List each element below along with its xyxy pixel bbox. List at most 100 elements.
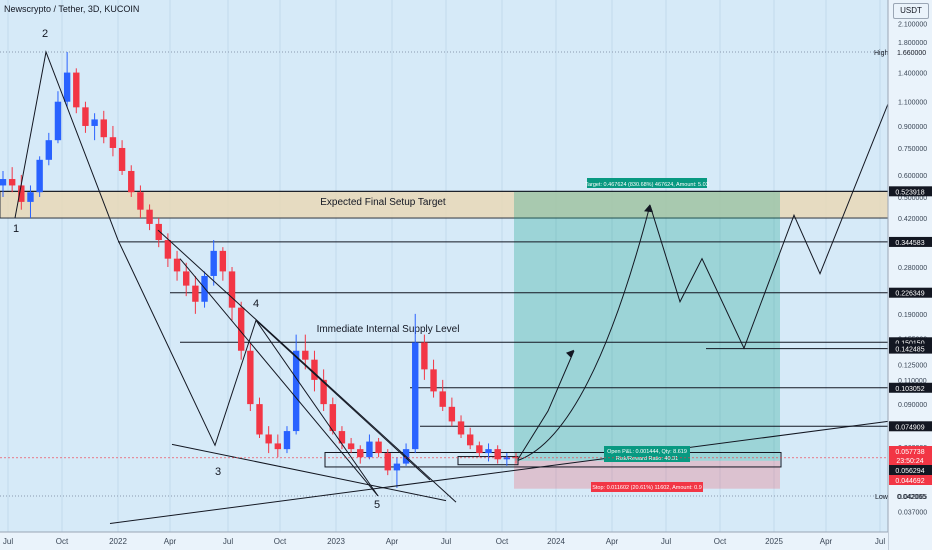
candle-body [128,170,135,193]
target-badge [587,178,707,188]
candle-body [338,431,346,444]
supply-label: Immediate Internal Supply Level [317,324,460,335]
candle-body [146,209,153,224]
candle-body [256,404,263,435]
candle-body [118,147,126,171]
level-tag-text-5: 0.103052 [895,386,924,393]
candle-body [320,379,327,405]
candle-body [421,342,428,370]
price-tag-text-0: 0.057738 [895,449,924,456]
candle-body [155,223,162,241]
time-tick-2: 2022 [109,537,127,546]
final-target-label: Expected Final Setup Target [320,197,446,208]
range-box [324,451,782,468]
symbol-title: Newscrypto / Tether, 3D, KUCOIN [4,4,140,14]
level-tag-text-4: 0.142485 [895,347,924,354]
time-tick-8: Jul [441,537,451,546]
candle-body [494,449,501,460]
candle-body [63,72,71,102]
time-tick-16: Jul [875,537,885,546]
candle-body [375,441,382,454]
candle-body [183,271,190,286]
candle-body [91,119,98,126]
price-tag-1 [889,455,932,465]
inner-range-box [457,456,519,466]
wave-5-trend-line [179,258,379,497]
level-tag-text-6: 0.074909 [895,424,924,431]
level-tag-text-0: 0.523918 [895,189,924,196]
candle-body [109,137,117,148]
stop-badge-text: Stop: 0.011602 (20.61%) 11602, Amount: 0… [592,485,702,491]
candle-body [457,421,465,435]
time-tick-15: Apr [820,537,833,546]
price-tick-15: 0.110000 [898,378,927,385]
candle-body [247,350,254,405]
price-tick-14: 0.125000 [898,362,927,369]
candle-body [466,434,474,446]
candle-body [173,258,181,272]
wave-label-2: 2 [42,28,48,40]
candle-body [430,369,437,392]
candle-body [164,240,172,259]
price-tick-5: 0.750000 [898,146,927,153]
candle-body [476,445,483,454]
candle-body [237,307,245,351]
projection-path [649,103,888,350]
time-tick-3: Apr [164,537,177,546]
price-tick-10: 0.280000 [898,265,927,272]
candle-body [357,449,364,458]
long-support-line [109,420,888,524]
time-tick-0: Jul [3,537,13,546]
time-tick-6: 2023 [327,537,345,546]
price-tick-0: 2.100000 [898,22,927,29]
level-tag-text-2: 0.226349 [895,291,924,298]
candle-body [82,107,89,126]
elliott-waves-line [117,239,379,497]
time-tick-5: Oct [274,537,287,546]
time-axis[interactable] [0,532,888,550]
target-badge-text: Target: 0.467624 (830.68%) 467624, Amoun… [585,182,709,188]
candle-body [347,443,355,450]
candle-body [366,441,373,458]
open-pnl-text: Open P&L: 0.001444, Qty: 8.619 [607,449,687,455]
price-tick-6: 0.600000 [898,173,927,180]
price-tag-text-3: 0.044692 [895,478,924,485]
candle-body [18,185,25,202]
candle-body [228,271,236,308]
candle-body [54,101,62,141]
candle-body [73,72,80,108]
price-tag-text-1: 23:50:24 [896,458,923,465]
time-tick-10: 2024 [547,537,565,546]
candle-body [192,285,199,302]
wedge-lower-line [171,443,447,502]
currency-button[interactable]: USDT [893,3,929,19]
time-tick-9: Oct [496,537,509,546]
candle-body [302,350,309,360]
rr-text: Risk/Reward Ratio: 40.31 [616,456,678,462]
level-tag-4 [889,343,932,354]
candle-body [412,342,419,450]
candle-body [283,431,291,450]
high-value: 1.660000 [897,50,926,57]
candle-body [137,192,144,210]
level-tag-text-1: 0.344583 [895,240,924,247]
level-tag-2 [889,287,932,298]
price-tick-2: 1.400000 [898,71,927,78]
price-tick-21: 0.042065 [898,494,927,501]
candle-body [329,404,336,432]
plot-background [0,0,888,532]
projection-arrow-short [566,349,574,358]
price-tag-2 [889,465,932,475]
time-tick-14: 2025 [765,537,783,546]
projection-arrow-target [644,204,653,213]
price-tag-text-2: 0.056294 [895,468,924,475]
projection-curve [517,205,651,461]
candle-body [439,391,446,407]
low-value: 0.042065 [897,494,926,501]
wave-1-2-line [14,50,119,241]
level-tag-3 [889,337,932,348]
price-tag-3 [889,475,932,485]
high-label: High [874,50,889,57]
